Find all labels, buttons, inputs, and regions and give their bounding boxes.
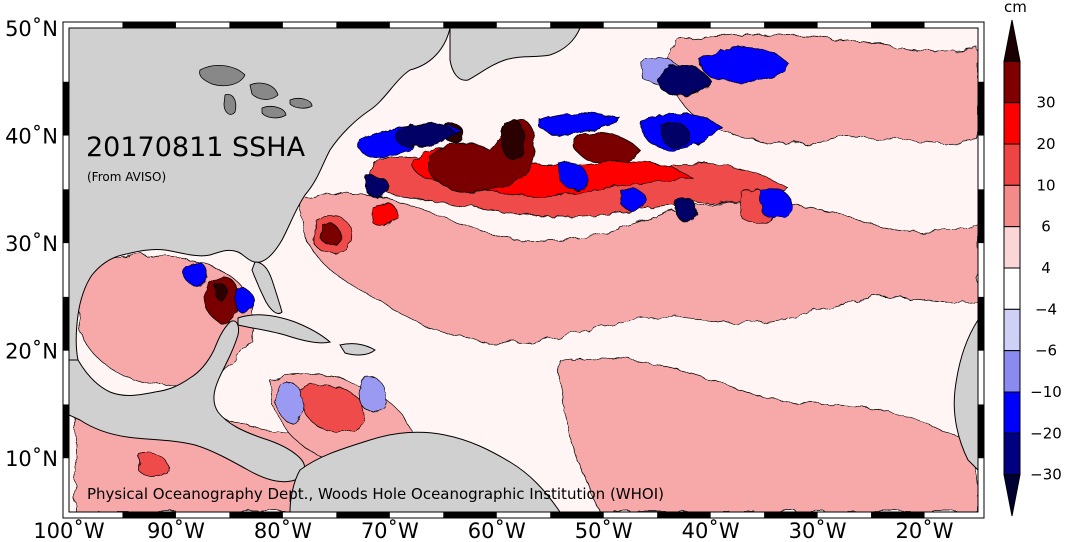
colorbar-bins xyxy=(1003,19,1021,517)
frame-tick-bar-bottom xyxy=(550,512,604,518)
x-tick-label: 30˚W xyxy=(789,519,847,542)
frame-tick-bar-bottom xyxy=(229,512,283,518)
frame-tick-bar-right xyxy=(978,404,984,459)
x-tick-label: 40˚W xyxy=(682,519,740,542)
x-axis-tick-labels: 100˚W 90˚W 80˚W 70˚W 60˚W 50˚W 40˚W 30˚W 20˚W xyxy=(33,519,953,542)
frame-tick-bar-top xyxy=(443,22,497,28)
frame-tick-bar-bottom xyxy=(336,512,390,518)
colorbar-bin xyxy=(1003,226,1021,269)
frame-tick-bar-top xyxy=(336,22,390,28)
source-note: (From AVISO) xyxy=(87,170,166,184)
extreme-negative-anomaly-layer xyxy=(364,64,711,223)
y-tick-label: 30˚N xyxy=(5,232,58,256)
y-axis-tick-labels: 50˚N 40˚N 30˚N 20˚N 10˚N xyxy=(5,17,58,471)
x-tick-label: 60˚W xyxy=(468,519,526,542)
colorbar-bin xyxy=(1003,184,1021,228)
colorbar-tick-label: 6 xyxy=(1041,218,1051,236)
x-tick-label: 20˚W xyxy=(896,519,954,542)
frame-tick-bar-right xyxy=(978,189,984,244)
colorbar-bottom-triangle xyxy=(1003,474,1021,517)
frame-tick-bar-left xyxy=(63,404,69,459)
frame-tick-bar-left xyxy=(63,81,69,136)
frame-tick-bar-bottom xyxy=(871,512,925,518)
frame-tick-bar-top xyxy=(229,22,283,28)
land-africa xyxy=(953,319,978,471)
colorbar-bin xyxy=(1003,350,1021,393)
frame-tick-bars xyxy=(62,21,985,519)
colorbar-tick-label: −4 xyxy=(1035,300,1057,318)
frame-tick-bar-bottom xyxy=(764,512,818,518)
land-cuba xyxy=(237,314,332,344)
y-tick-label: 10˚N xyxy=(5,447,58,471)
frame-tick-bar-bottom xyxy=(122,512,176,518)
colorbar-tick-label: 4 xyxy=(1041,259,1051,277)
x-tick-label: 100˚W xyxy=(33,519,105,542)
colorbar-tick-label: 20 xyxy=(1036,135,1055,153)
map-title: 20170811 SSHA xyxy=(86,132,306,163)
colorbar-tick-label: 10 xyxy=(1036,176,1055,194)
frame-tick-bar-top xyxy=(871,22,925,28)
land-hispaniola xyxy=(339,343,376,356)
colorbar-bin xyxy=(1003,60,1021,104)
frame-tick-bar-top xyxy=(764,22,818,28)
land-layer xyxy=(69,28,978,512)
y-tick-label: 50˚N xyxy=(5,17,58,41)
mild-negative-anomaly-layer xyxy=(276,58,691,422)
x-tick-label: 70˚W xyxy=(361,519,419,542)
land-north-america xyxy=(69,28,451,361)
colorbar-labels: 30 20 10 6 4 −4 −6 −10 −20 −30 xyxy=(1030,94,1062,484)
colorbar: cm 30 20 10 6 4 −4 −6 −10 −20 −30 xyxy=(1003,0,1062,517)
colorbar-bin xyxy=(1003,143,1021,186)
colorbar-bin xyxy=(1003,432,1021,476)
colorbar-bin xyxy=(1003,267,1021,310)
credit-line: Physical Oceanography Dept., Woods Hole … xyxy=(87,485,664,503)
colorbar-top-triangle xyxy=(1003,19,1021,62)
y-tick-label: 20˚N xyxy=(5,340,58,364)
colorbar-tick-label: −30 xyxy=(1030,466,1062,484)
map-frame xyxy=(62,21,985,519)
land-florida xyxy=(251,261,283,315)
colorbar-bin xyxy=(1003,391,1021,434)
colorbar-tick-label: −20 xyxy=(1030,424,1062,442)
great-lakes xyxy=(199,65,313,119)
frame-tick-bar-bottom xyxy=(443,512,497,518)
land-newfoundland xyxy=(449,28,581,81)
x-tick-label: 80˚W xyxy=(254,519,312,542)
map-panel xyxy=(69,28,978,512)
land-central-america xyxy=(69,320,306,483)
colorbar-tick-label: −6 xyxy=(1035,342,1057,360)
frame-tick-bar-top xyxy=(550,22,604,28)
frame-tick-bar-right xyxy=(978,81,984,136)
y-tick-label: 40˚N xyxy=(5,125,58,149)
colorbar-bin xyxy=(1003,308,1021,352)
colorbar-bin xyxy=(1003,102,1021,145)
x-tick-label: 50˚W xyxy=(575,519,633,542)
x-tick-label: 90˚W xyxy=(147,519,205,542)
colorbar-tick-label: −10 xyxy=(1030,383,1062,401)
frame-tick-bar-bottom xyxy=(657,512,711,518)
frame-tick-bar-left xyxy=(63,189,69,244)
frame-tick-bar-right xyxy=(978,296,984,351)
frame-tick-bar-left xyxy=(63,296,69,351)
frame-tick-bar-top xyxy=(657,22,711,28)
frame-outer-border xyxy=(62,21,985,519)
colorbar-unit-label: cm xyxy=(1004,0,1027,16)
colorbar-tick-label: 30 xyxy=(1036,94,1055,112)
frame-tick-bar-top xyxy=(122,22,176,28)
